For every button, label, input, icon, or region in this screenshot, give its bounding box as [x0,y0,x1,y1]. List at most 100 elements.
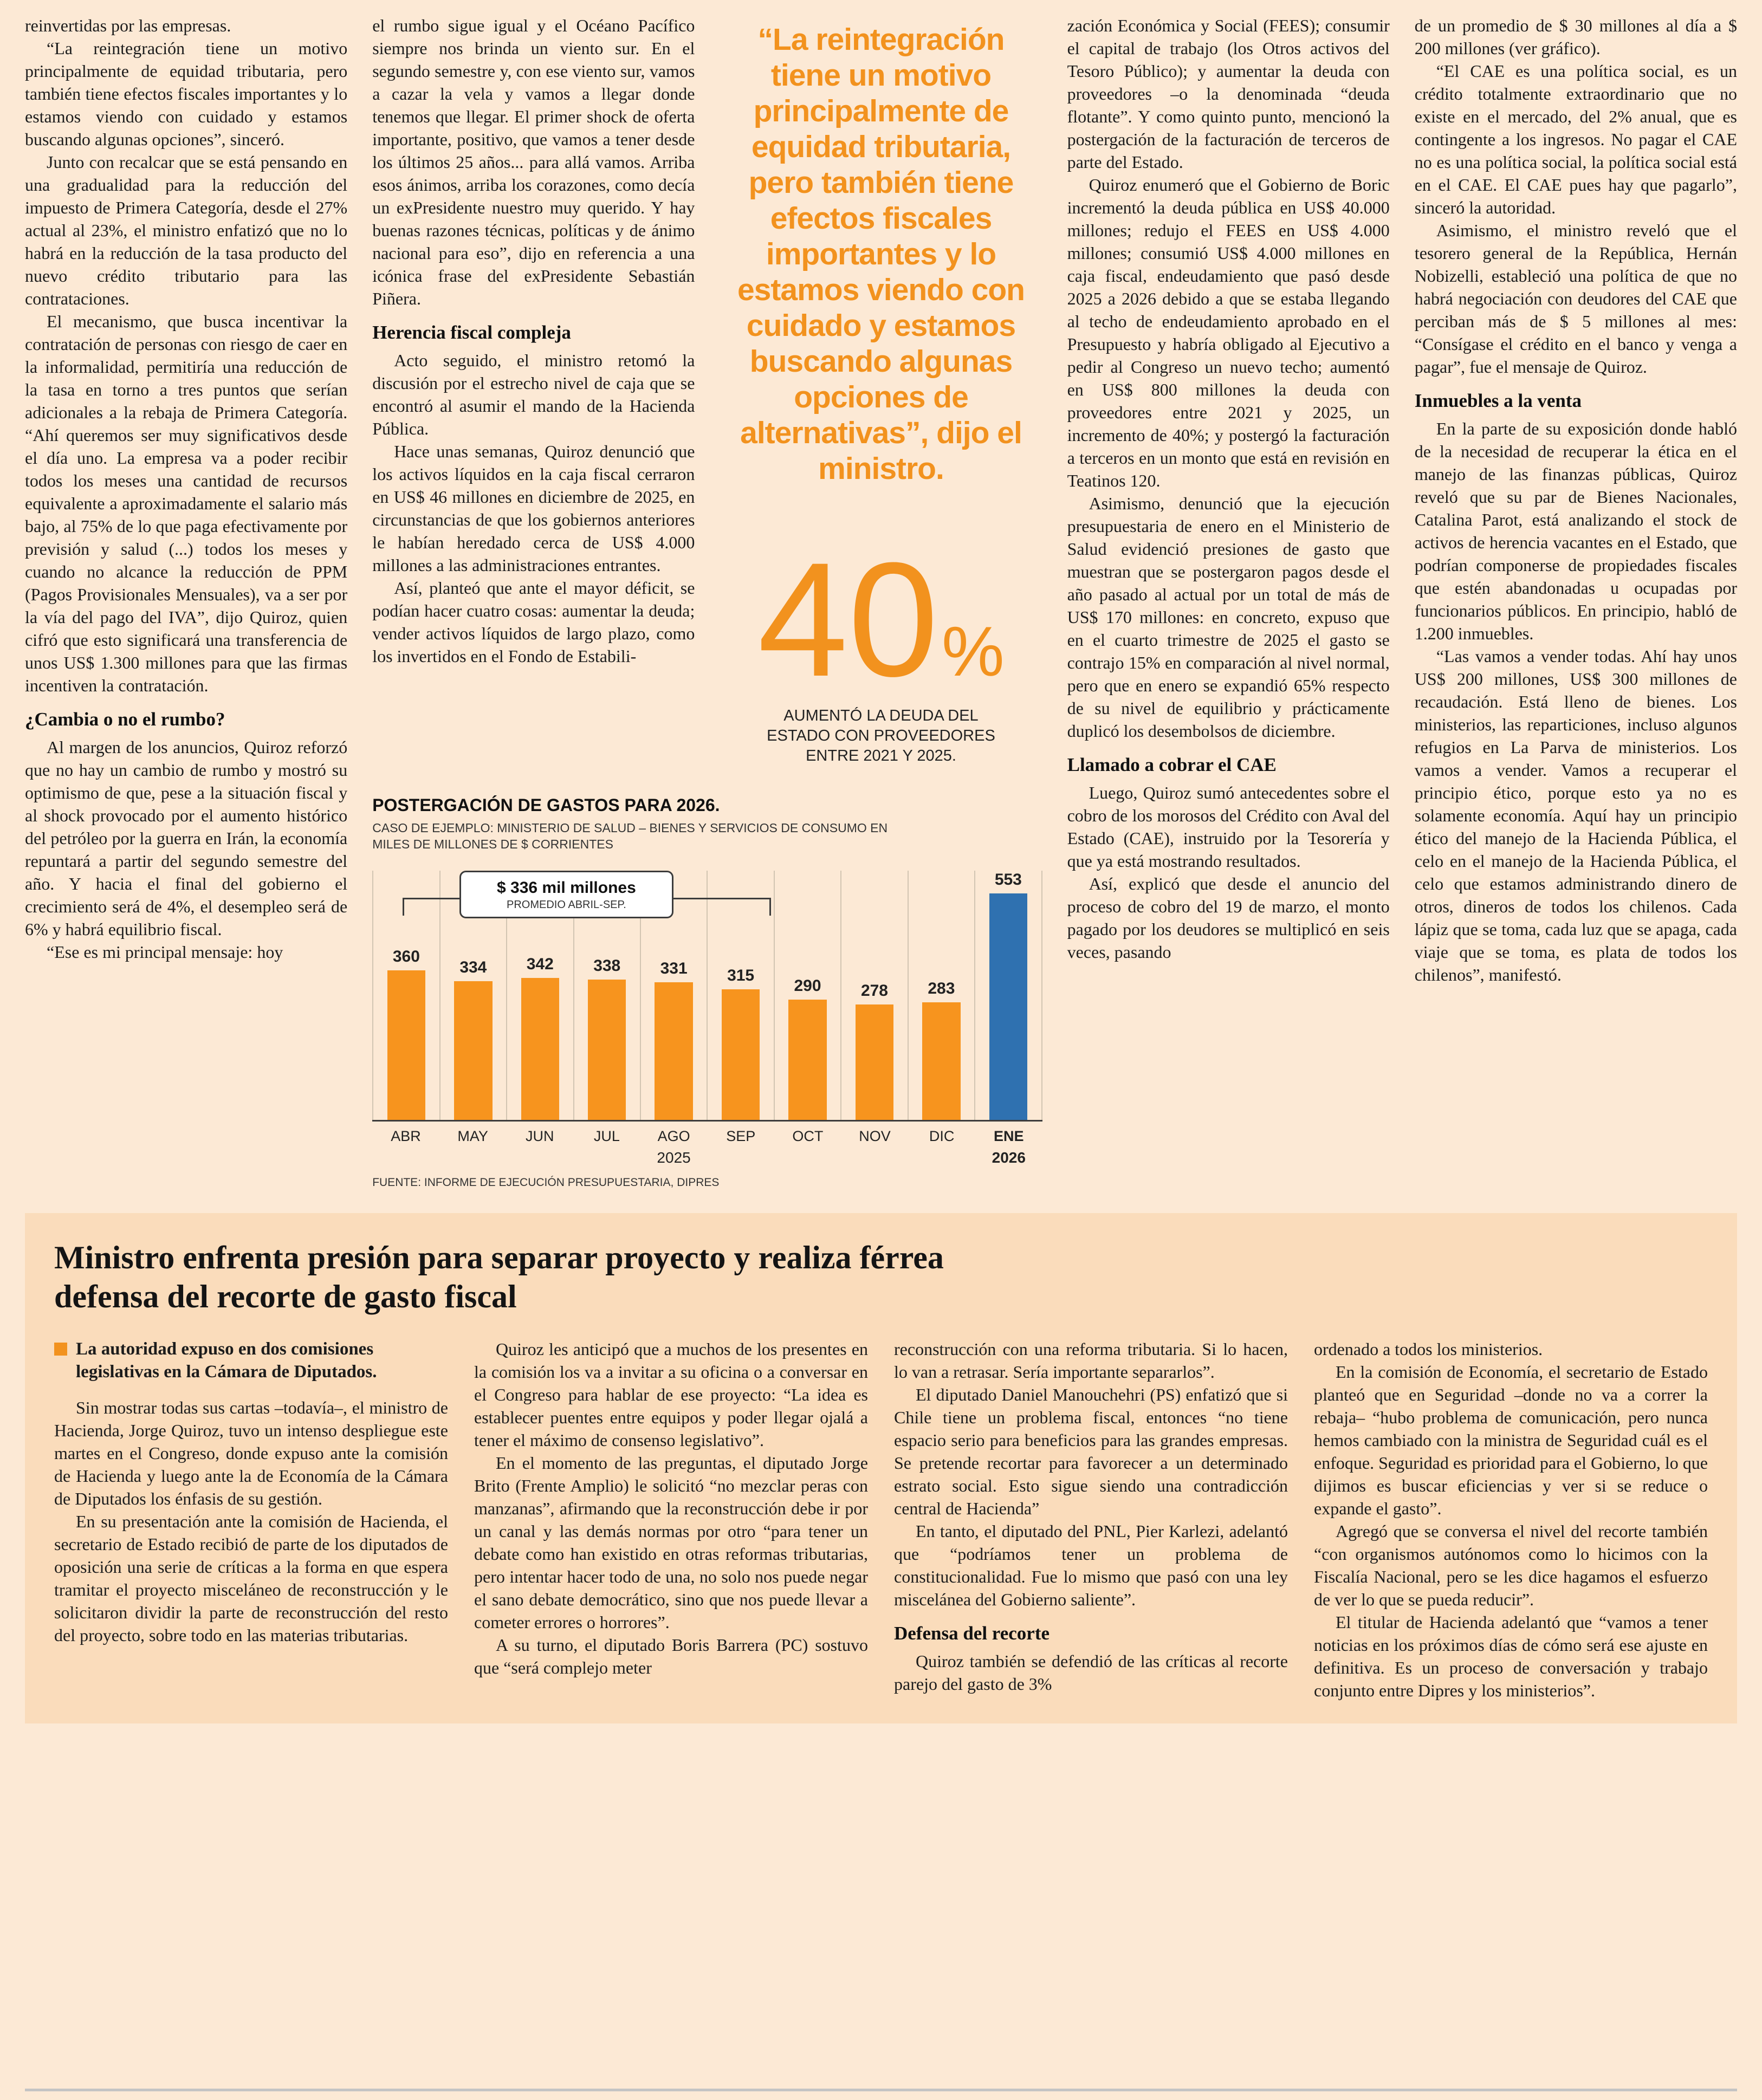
paragraph: En la comisión de Economía, el secretari… [1314,1362,1708,1518]
x-axis-label: OCT [792,1128,824,1144]
column-text: Acto seguido, el ministro retomó la disc… [372,349,695,667]
paragraph: Asimismo, el ministro reveló que el teso… [1414,221,1737,377]
bar-cell: 290 [773,871,840,1120]
bar-cell: 338 [573,871,640,1120]
paragraph: Junto con recalcar que se está pensando … [25,152,348,308]
bar-cell: 283 [907,871,974,1120]
bar-value-label: 315 [727,966,755,984]
stat-percent-sign: % [942,612,1005,691]
bar-value-label: 290 [794,976,821,995]
annotation-label: PROMEDIO ABRIL-SEP. [507,899,626,911]
paragraph: “La reintegración tiene un motivo princi… [25,38,348,149]
subhead-llamado-a-cobrar-el-cae: Llamado a cobrar el CAE [1067,754,1277,775]
bar [588,980,626,1120]
stat-caption: AUMENTÓ LA DEUDA DEL ESTADO CON PROVEEDO… [767,707,995,764]
paragraph: “El CAE es una política social, es un cr… [1414,61,1737,217]
paragraph: “Ese es mi principal mensaje: hoy [47,942,283,962]
x-axis-label: JUN [526,1128,554,1144]
x-axis-label: ENE [994,1128,1024,1144]
bar-cell: 278 [840,871,907,1120]
annotation-box: $ 336 mil millones PROMEDIO ABRIL-SEP. [459,871,673,918]
column-text: Al margen de los anuncios, Quiroz reforz… [25,736,347,963]
paragraph: En el momento de las preguntas, el diput… [474,1453,868,1632]
bar-cell: 331 [639,871,707,1120]
x-axis-label: SEP [726,1128,756,1144]
paragraph: Quiroz les anticipó que a muchos de los … [474,1339,868,1450]
bar-value-label: 360 [392,948,420,965]
paragraph: reinvertidas por las empresas. [25,16,231,35]
lead-text: La autoridad expuso en dos comisiones le… [76,1339,377,1382]
chart-title: POSTERGACIÓN DE GASTOS PARA 2026. [372,795,720,815]
center-feature-column: “La reintegración tiene un motivo princi… [720,14,1042,766]
bar-value-label: 338 [593,957,621,975]
bar-value-label: 342 [526,955,554,973]
subhead-herencia-fiscal-compleja: Herencia fiscal compleja [372,322,571,343]
paragraph: Así, planteó que ante el mayor déficit, … [372,578,695,666]
bar-value-label: 553 [994,871,1022,889]
year-label-2026: 2026 [992,1149,1026,1166]
chart-year-row: 2025 2026 [372,1149,1042,1166]
bottom-article-title: Ministro enfrenta presión para separar p… [54,1240,944,1314]
top-column-1: reinvertidas por las empresas. “La reinte… [25,14,347,1189]
x-axis-label: ABR [391,1128,421,1144]
stat-number-wrap: 40 % [720,538,1042,701]
big-stat: 40 % AUMENTÓ LA DEUDA DEL ESTADO CON PRO… [720,538,1042,766]
paragraph: “Las vamos a vender todas. Ahí hay unos … [1414,646,1737,984]
paragraph: Sin mostrar todas sus cartas –todavía–, … [54,1398,448,1508]
bottom-page-rule [25,2089,1737,2091]
chart-plot: $ 336 mil millones PROMEDIO ABRIL-SEP. 3… [372,871,1042,1122]
column-text: de un promedio de $ 30 millones al día a… [1415,14,1737,378]
column-text: Quiroz les anticipó que a muchos de los … [474,1338,868,1679]
bar [922,1002,961,1120]
subhead-cambia-o-no-el-rumbo: ¿Cambia o no el rumbo? [25,709,225,730]
paragraph: Quiroz también se defendió de las crític… [894,1651,1288,1694]
paragraph: El mecanismo, que busca incentivar la co… [25,312,348,695]
column-text: zación Económica y Social (FEES); consum… [1067,14,1390,742]
x-axis-label: JUL [593,1128,620,1144]
paragraph: Luego, Quiroz sumó antecedentes sobre el… [1067,783,1390,871]
bar-cell: 360 [372,871,439,1120]
bar-value-label: 331 [660,960,688,978]
box-column-2: Quiroz les anticipó que a muchos de los … [474,1338,868,1702]
paragraph: El diputado Daniel Manouchehri (PS) enfa… [894,1385,1288,1518]
chart-source: FUENTE: INFORME DE EJECUCIÓN PRESUPUESTA… [372,1176,720,1189]
top-column-2: el rumbo sigue igual y el Océano Pacífic… [372,14,695,766]
paragraph: zación Económica y Social (FEES); consum… [1067,16,1390,172]
paragraph: Hace unas semanas, Quiroz denunció que l… [372,442,695,575]
top-column-4: zación Económica y Social (FEES); consum… [1067,14,1390,1189]
paragraph: El titular de Hacienda adelantó que “vam… [1314,1612,1708,1700]
annotation-value: $ 336 mil millones [497,879,636,897]
paragraph: A su turno, el diputado Boris Barrera (P… [474,1635,868,1677]
column-text: el rumbo sigue igual y el Océano Pacífic… [372,14,695,310]
bar [521,977,559,1120]
bar-cell: 553 [974,871,1042,1120]
box-column-3: reconstrucción con una reforma tributari… [894,1338,1288,1702]
paragraph: Acto seguido, el ministro retomó la disc… [372,351,695,438]
paragraph: Quiroz enumeró que el Gobierno de Boric … [1067,175,1390,490]
bar-value-label: 334 [459,958,487,976]
chart-subtitle: CASO DE EJEMPLO: MINISTERIO DE SALUD – B… [372,821,888,851]
x-axis-label: AGO [657,1128,690,1144]
paragraph: Al margen de los anuncios, Quiroz reforz… [25,737,348,939]
paragraph: reconstrucción con una reforma tributari… [894,1339,1288,1382]
bar [721,989,760,1120]
bar-cell: 342 [506,871,573,1120]
paragraph: el rumbo sigue igual y el Océano Pacífic… [372,16,695,308]
box-column-4: ordenado a todos los ministerios. En la c… [1314,1338,1708,1702]
bottom-article-grid: La autoridad expuso en dos comisiones le… [54,1338,1708,1702]
column-text: Quiroz también se defendió de las crític… [894,1650,1288,1695]
pull-quote: “La reintegración tiene un motivo princi… [737,22,1025,486]
year-label-2025: 2025 [657,1149,691,1166]
x-axis-label: NOV [859,1128,891,1144]
box-column-1: La autoridad expuso en dos comisiones le… [54,1338,448,1702]
chart-x-axis: ABR MAY JUN JUL AGO SEP OCT NOV DIC ENE [372,1128,1042,1145]
column-text: Sin mostrar todas sus cartas –todavía–, … [54,1396,448,1647]
paragraph: ordenado a todos los ministerios. [1314,1339,1543,1359]
bar-chart: POSTERGACIÓN DE GASTOS PARA 2026. CASO D… [372,795,1042,1189]
bar-cell: 315 [707,871,773,1120]
bottom-boxed-article: Ministro enfrenta presión para separar p… [25,1213,1737,1723]
bar-cell: 334 [439,871,506,1120]
column-text: Luego, Quiroz sumó antecedentes sobre el… [1067,781,1390,963]
bar [387,970,426,1120]
